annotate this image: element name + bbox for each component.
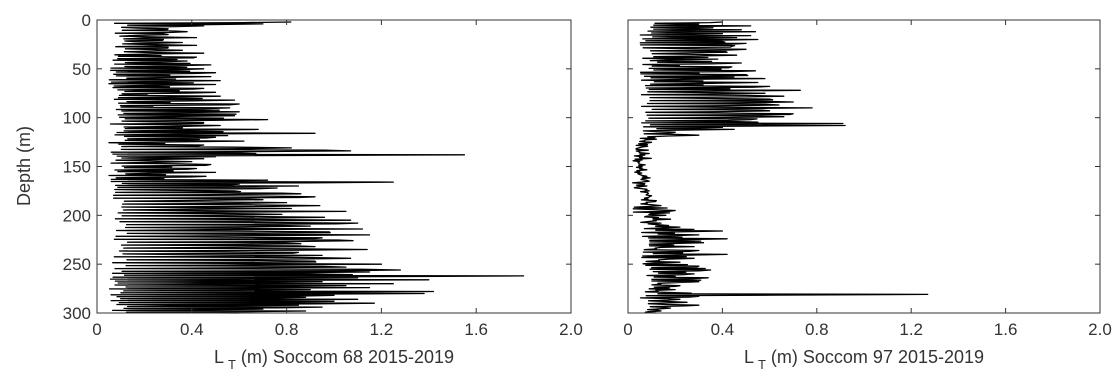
x-tick-label: 0.4 bbox=[711, 320, 735, 339]
y-tick-labels: 0 50 100 150 200 250 300 bbox=[63, 11, 91, 323]
x-tick-label: 0.8 bbox=[805, 320, 829, 339]
y-tick-label: 200 bbox=[63, 206, 91, 225]
y-tick-label: 250 bbox=[63, 255, 91, 274]
tick-marks bbox=[627, 19, 1101, 314]
y-tick-label: 100 bbox=[63, 109, 91, 128]
y-tick-label: 150 bbox=[63, 158, 91, 177]
y-tick-label: 50 bbox=[72, 60, 91, 79]
x-tick-label: 0.8 bbox=[275, 320, 299, 339]
x-tick-label: 0.4 bbox=[180, 320, 204, 339]
x-tick-label: 2.0 bbox=[559, 320, 583, 339]
x-tick-label: 1.6 bbox=[994, 320, 1018, 339]
x-tick-label: 1.6 bbox=[464, 320, 488, 339]
profile-trace-soccom-68 bbox=[108, 21, 525, 314]
profile-trace-soccom-97 bbox=[632, 21, 929, 314]
panel-soccom-68: Depth (m) 0 50 100 150 200 250 300 0 0.4 0.8 1.2 1… bbox=[14, 11, 583, 372]
x-tick-label: 0 bbox=[623, 320, 632, 339]
y-axis-label: Depth (m) bbox=[14, 126, 34, 206]
x-tick-labels: 0 0.4 0.8 1.2 1.6 2.0 bbox=[623, 320, 1112, 339]
x-tick-label: 1.2 bbox=[370, 320, 394, 339]
x-tick-labels: 0 0.4 0.8 1.2 1.6 2.0 bbox=[92, 320, 583, 339]
x-tick-label: 0 bbox=[92, 320, 101, 339]
x-tick-label: 1.2 bbox=[899, 320, 923, 339]
y-tick-label: 300 bbox=[63, 304, 91, 323]
x-tick-label: 2.0 bbox=[1088, 320, 1112, 339]
y-tick-label: 0 bbox=[82, 11, 91, 30]
tick-marks bbox=[96, 19, 572, 314]
